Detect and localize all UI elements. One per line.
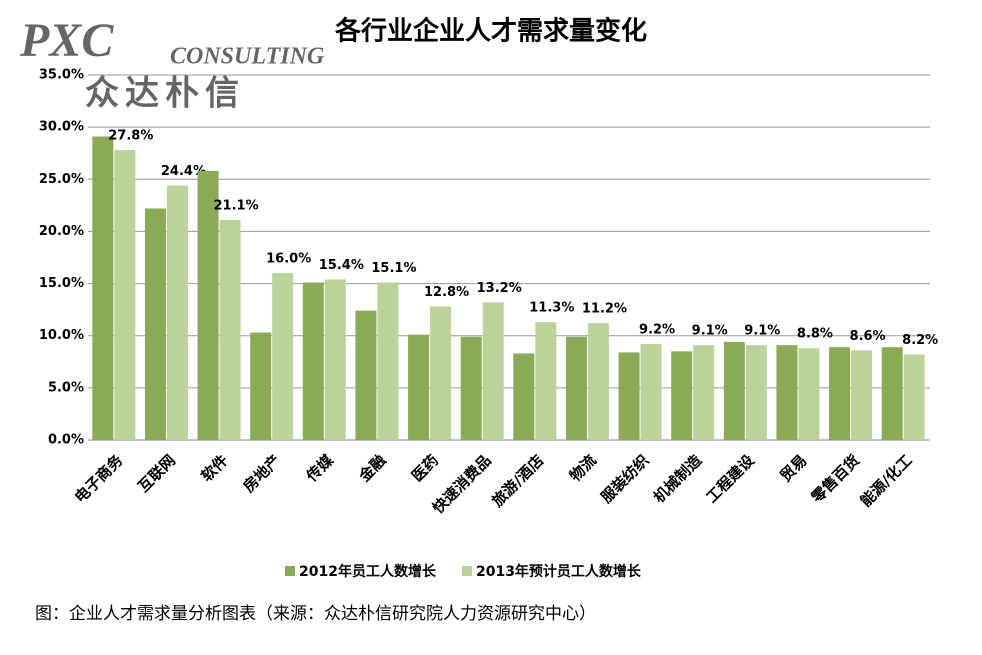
bar — [114, 150, 136, 441]
x-tick-label: 零售百货 — [807, 451, 863, 507]
legend-swatch — [285, 566, 295, 576]
bar — [324, 279, 346, 440]
bar — [851, 350, 873, 440]
y-tick-label: 20.0% — [39, 224, 84, 239]
value-label: 9.2% — [639, 323, 675, 338]
x-tick-label: 传媒 — [302, 451, 337, 486]
legend-swatch — [461, 566, 472, 576]
value-label: 24.4% — [161, 164, 206, 179]
watermark-sub: CONSULTING — [170, 44, 325, 70]
bar — [618, 352, 640, 440]
y-tick-label: 35.0% — [39, 68, 84, 83]
bar — [513, 353, 535, 440]
bar — [745, 345, 767, 440]
bar — [565, 336, 587, 440]
bar — [829, 347, 851, 440]
bar — [881, 347, 903, 440]
x-tick-label: 能源/化工 — [857, 451, 916, 510]
value-label: 8.6% — [850, 329, 886, 344]
bar — [377, 282, 399, 440]
bar — [219, 219, 241, 440]
x-tick-label: 房地产 — [240, 451, 285, 496]
chart-title: 各行业企业人才需求量变化 — [334, 16, 647, 47]
bar — [693, 345, 715, 440]
x-tick-label: 医药 — [408, 451, 442, 485]
x-tick-label: 服装纺织 — [597, 451, 652, 506]
bar — [272, 273, 294, 440]
x-tick-label: 金融 — [355, 451, 390, 486]
bar — [408, 334, 430, 440]
bar — [355, 310, 377, 440]
bar — [460, 336, 482, 440]
watermark-cn: 众达朴信 — [85, 74, 245, 114]
value-label: 27.8% — [108, 129, 153, 144]
bar — [535, 322, 557, 440]
bar — [587, 323, 609, 440]
value-label: 11.3% — [529, 301, 574, 316]
value-label: 8.8% — [797, 327, 833, 342]
x-tick-label: 旅游/酒店 — [488, 451, 547, 510]
bar — [197, 170, 219, 440]
legend-label: 2012年员工人数增长 — [299, 563, 437, 580]
x-tick-label: 机械制造 — [650, 451, 705, 506]
x-tick-label: 物流 — [566, 451, 600, 485]
value-label: 9.1% — [692, 324, 728, 339]
y-tick-label: 10.0% — [39, 328, 84, 343]
x-tick-label: 贸易 — [776, 451, 810, 485]
value-label: 11.2% — [582, 302, 627, 317]
bar — [723, 341, 745, 440]
bar — [250, 332, 272, 440]
value-label: 15.1% — [371, 261, 416, 276]
bar — [671, 351, 693, 440]
y-tick-label: 0.0% — [48, 433, 84, 448]
watermark-main: PXC — [19, 14, 114, 67]
bar — [430, 306, 452, 440]
bar — [776, 345, 798, 440]
bar — [144, 208, 166, 440]
caption: 图：企业人才需求量分析图表（来源：众达朴信研究院人力资源研究中心） — [35, 604, 596, 624]
y-tick-label: 30.0% — [39, 120, 84, 135]
y-tick-label: 5.0% — [48, 380, 84, 395]
x-tick-label: 软件 — [198, 451, 232, 485]
bar — [903, 354, 925, 440]
bar — [640, 344, 662, 440]
x-tick-label: 工程建设 — [703, 451, 758, 506]
x-tick-label: 电子商务 — [71, 451, 127, 507]
value-label: 8.2% — [902, 333, 938, 348]
value-label: 15.4% — [319, 258, 364, 273]
bar — [92, 136, 114, 440]
value-label: 16.0% — [266, 252, 311, 267]
bar — [302, 282, 324, 440]
bar — [798, 348, 820, 440]
value-label: 21.1% — [214, 198, 259, 213]
y-tick-label: 25.0% — [39, 172, 84, 187]
bar — [482, 302, 504, 440]
y-tick-label: 15.0% — [39, 276, 84, 291]
value-label: 9.1% — [744, 324, 780, 339]
legend-label: 2013年预计员工人数增长 — [476, 563, 642, 580]
x-tick-label: 互联网 — [134, 451, 179, 496]
bar — [166, 185, 188, 440]
value-label: 12.8% — [424, 285, 469, 300]
value-label: 13.2% — [477, 281, 522, 296]
